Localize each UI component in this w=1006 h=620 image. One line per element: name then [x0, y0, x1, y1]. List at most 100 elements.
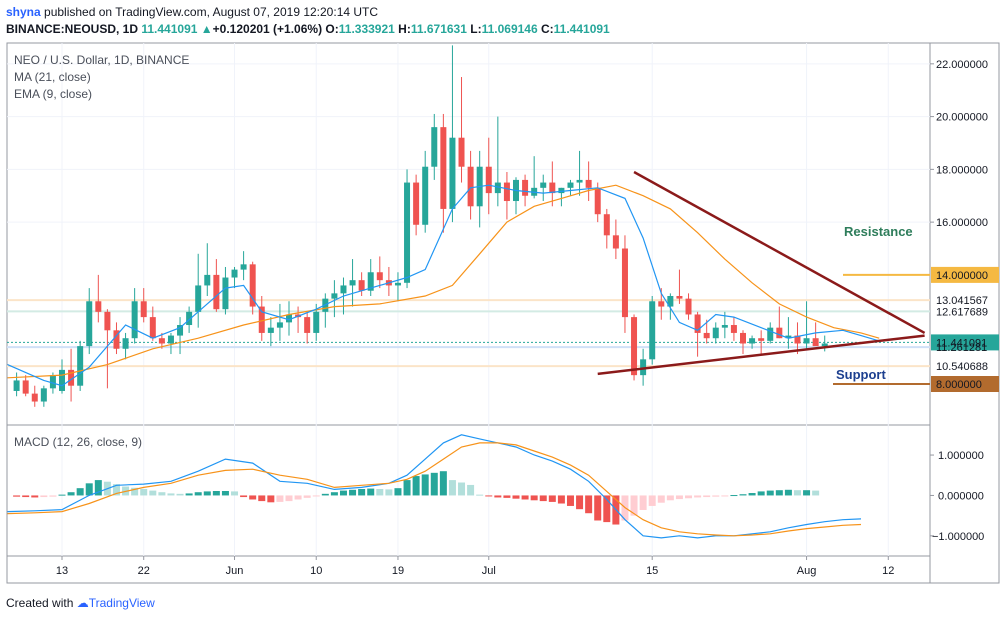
macd-hist-bar-38 — [349, 489, 357, 496]
high-value: 11.671631 — [410, 22, 467, 36]
macd-hist-bar-6 — [58, 494, 66, 496]
price-label-box-3 — [931, 334, 999, 351]
candle-body-29 — [267, 327, 274, 333]
candle-body-83 — [758, 338, 765, 341]
candle-body-85 — [776, 327, 783, 339]
macd-hist-bar-26 — [240, 495, 248, 498]
candle-body-7 — [68, 369, 75, 386]
support-label: Support — [836, 367, 886, 382]
macd-hist-bar-28 — [258, 495, 266, 502]
price-chart[interactable]: 22.000000 20.000000 18.000000 16.000000 14.0… — [0, 0, 1006, 590]
macd-hist-bar-3 — [31, 495, 39, 498]
footer: Created with ☁TradingView — [6, 596, 155, 610]
candle-body-74 — [676, 296, 683, 299]
candle-body-10 — [95, 301, 102, 312]
ema9-line — [7, 184, 880, 387]
candle-body-66 — [603, 214, 610, 236]
change-value: +0.120201 (+1.06%) — [212, 22, 323, 36]
macd-hist-bar-89 — [812, 490, 820, 496]
macd-hist-bar-15 — [140, 488, 148, 496]
price-label-2: 12.617689 — [936, 306, 988, 318]
tradingview-logo-icon: ☁ — [76, 596, 89, 610]
macd-hist-bar-23 — [212, 491, 220, 496]
macd-hist-bar-58 — [530, 495, 538, 501]
close-label: C: — [540, 22, 554, 36]
macd-hist-bar-22 — [203, 491, 211, 496]
candle-body-60 — [549, 182, 556, 194]
candle-body-34 — [313, 311, 320, 333]
candle-body-68 — [621, 248, 628, 318]
tradingview-brand[interactable]: TradingView — [88, 596, 155, 610]
open-value: 11.333921 — [338, 22, 395, 36]
candle-body-2 — [22, 380, 29, 394]
macd-hist-bar-45 — [412, 476, 420, 496]
time-tick-label-0: 13 — [56, 565, 68, 577]
macd-hist-bar-70 — [639, 495, 647, 510]
time-tick-label-5: Jul — [482, 565, 496, 577]
macd-hist-bar-7 — [67, 492, 75, 496]
macd-hist-bar-73 — [666, 495, 674, 501]
candle-body-12 — [113, 330, 120, 349]
macd-hist-bar-39 — [358, 488, 366, 496]
candle-body-48 — [440, 127, 447, 209]
candle-body-76 — [694, 314, 701, 333]
candle-body-11 — [104, 311, 111, 331]
ma-legend: MA (21, close) — [14, 70, 91, 84]
macd-pane — [7, 434, 862, 539]
time-tick-label-3: 10 — [310, 565, 322, 577]
candle-body-75 — [685, 298, 692, 315]
candle-body-9 — [86, 301, 93, 347]
macd-hist-bar-65 — [594, 495, 602, 521]
time-tick-label-1: 22 — [138, 565, 150, 577]
macd-hist-bar-49 — [448, 480, 456, 496]
macd-hist-bar-12 — [112, 484, 120, 496]
close-value: 11.441091 — [553, 22, 610, 36]
macd-hist-bar-40 — [367, 488, 375, 496]
candle-body-31 — [286, 314, 292, 323]
time-tick-label-7: Aug — [797, 565, 817, 577]
publisher-name[interactable]: shyna — [6, 5, 41, 19]
macd-hist-bar-8 — [76, 488, 84, 496]
macd-hist-bar-76 — [694, 495, 702, 498]
macd-hist-bar-64 — [585, 495, 593, 514]
macd-hist-bar-29 — [267, 495, 275, 503]
macd-hist-bar-77 — [703, 495, 711, 498]
trendline-1 — [597, 334, 925, 376]
macd-hist-bar-87 — [793, 490, 801, 496]
candle-body-88 — [803, 338, 810, 344]
time-tick-label-4: 19 — [392, 565, 404, 577]
macd-hist-bar-25 — [231, 491, 239, 496]
macd-hist-bar-1 — [13, 495, 21, 497]
candle-body-77 — [703, 332, 710, 339]
trendline-0 — [633, 170, 926, 335]
macd-hist-bar-41 — [376, 488, 384, 496]
candle-body-26 — [240, 264, 247, 270]
macd-tick-label-0: 1.000000 — [938, 450, 984, 462]
candle-body-45 — [413, 182, 420, 225]
created-with-text: Created with — [6, 596, 74, 610]
macd-hist-bar-71 — [648, 495, 656, 506]
macd-hist-bar-34 — [312, 495, 320, 497]
candle-body-6 — [59, 369, 65, 391]
macd-hist-bar-2 — [22, 495, 30, 498]
macd-hist-bar-57 — [521, 495, 529, 500]
up-arrow-icon: ▲ — [200, 22, 213, 36]
macd-hist-bar-16 — [149, 490, 157, 496]
ema-legend: EMA (9, close) — [14, 87, 92, 101]
macd-hist-bar-59 — [539, 495, 547, 502]
macd-hist-bar-53 — [485, 495, 493, 497]
candle-body-81 — [740, 332, 746, 344]
indicator-lines — [7, 184, 880, 387]
macd-hist-bar-32 — [294, 495, 302, 500]
macd-hist-bar-88 — [803, 490, 811, 496]
candle-body-54 — [494, 182, 501, 194]
candle-body-30 — [276, 322, 283, 328]
low-value: 11.069146 — [481, 22, 538, 36]
candle-body-22 — [204, 274, 211, 286]
time-axis: 13 22 Jun 10 19 Jul 15 Aug 12 — [56, 556, 894, 577]
macd-hist-bar-10 — [94, 480, 102, 496]
macd-hist-bar-83 — [757, 491, 765, 496]
low-label: L: — [470, 22, 482, 36]
macd-hist-bar-75 — [685, 495, 693, 499]
macd-hist-bar-35 — [321, 493, 329, 496]
